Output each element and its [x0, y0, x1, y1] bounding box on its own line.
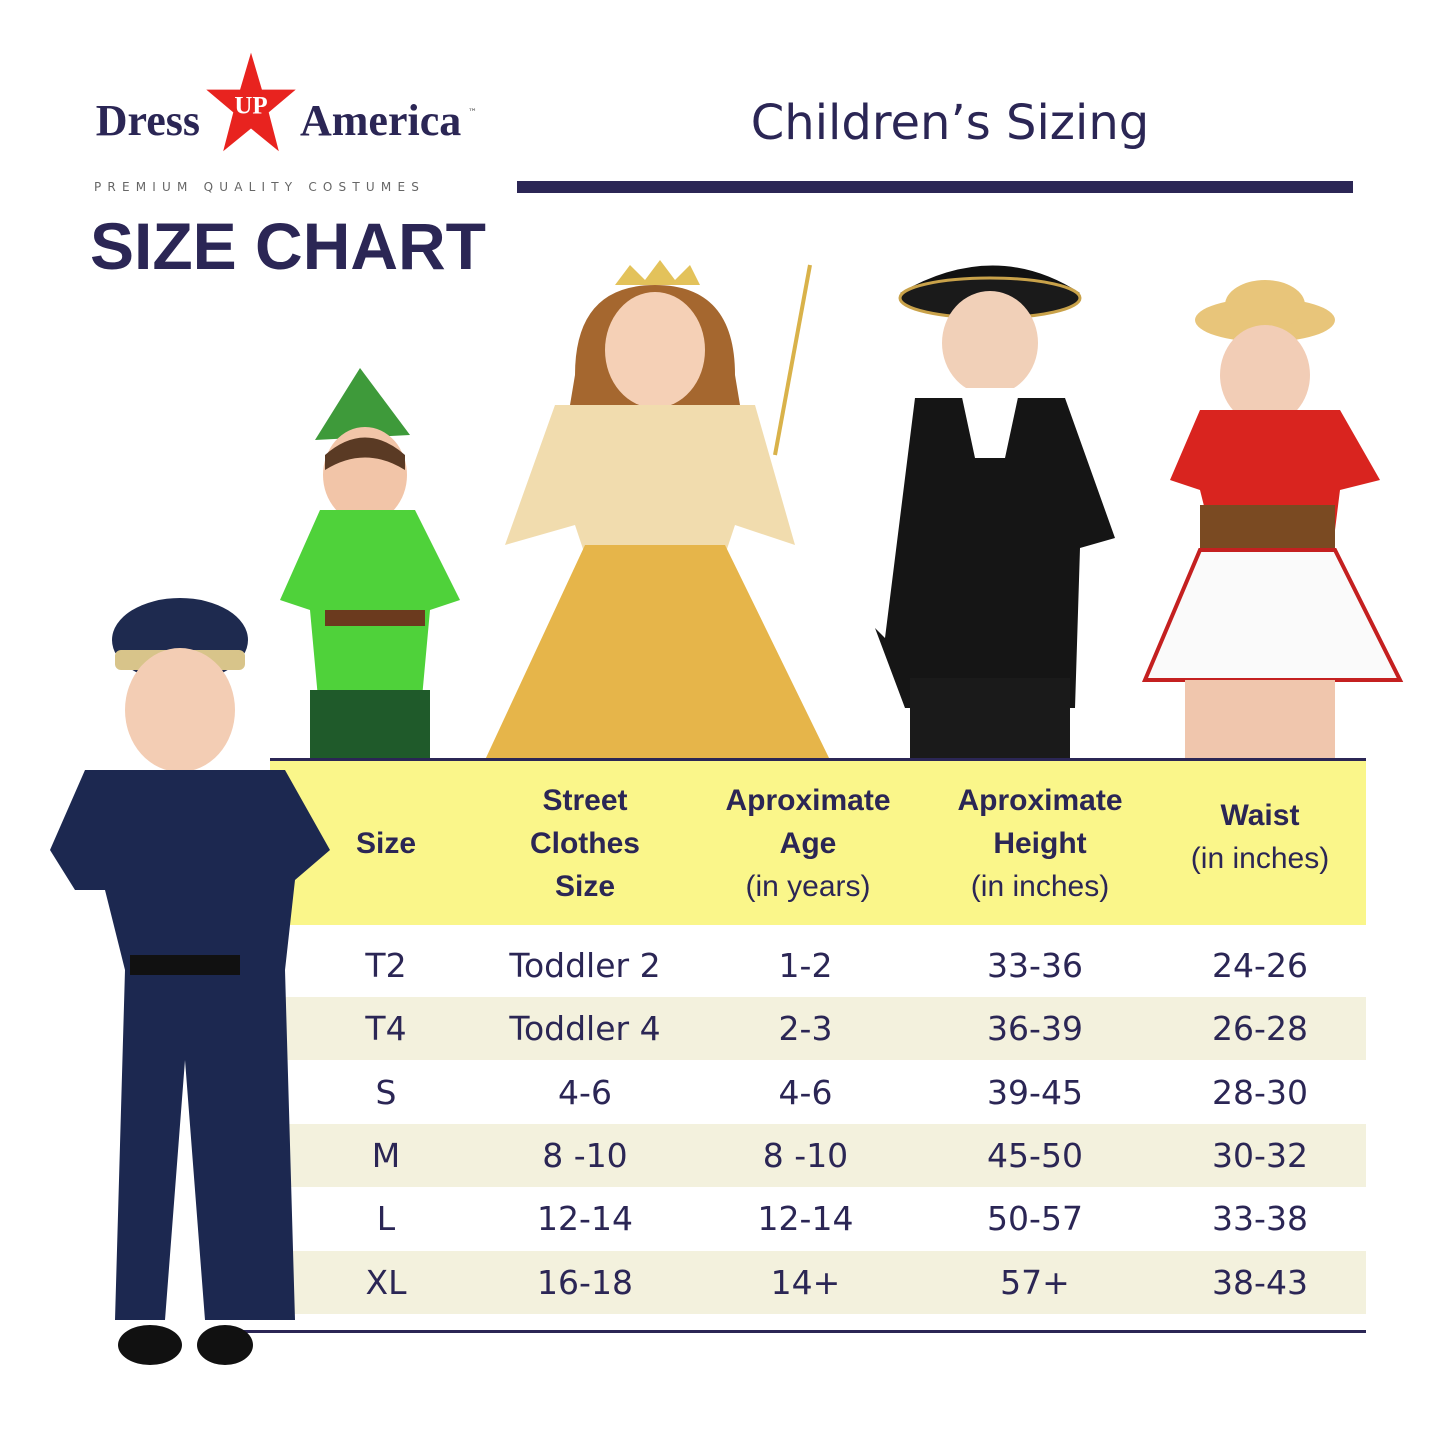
- tagline: PREMIUM QUALITY COSTUMES: [94, 180, 426, 194]
- cell-size: T4: [365, 1009, 407, 1049]
- table-row: T4 Toddler 4 2-3 36-39 26-28: [270, 997, 1366, 1061]
- header-line: Waist: [1220, 799, 1300, 832]
- cell-street-clothes-size: Toddler 4: [509, 1009, 661, 1049]
- cell-waist: 28-30: [1212, 1072, 1308, 1112]
- cell-street-clothes-size: Toddler 2: [509, 946, 661, 985]
- logo-text-dress: Dress: [95, 96, 200, 145]
- cell-age: 4-6: [778, 1072, 833, 1112]
- cell-height: 50-57: [987, 1199, 1083, 1239]
- cell-age: 8 -10: [762, 1135, 849, 1175]
- table-row: S 4-6 4-6 39-45 28-30: [270, 1061, 1366, 1124]
- header-age: Aproximate Age (in years): [698, 761, 918, 925]
- cell-height: 36-39: [987, 1009, 1083, 1049]
- cell-street-clothes-size: 12-14: [537, 1199, 633, 1239]
- table-row: M 8 -10 8 -10 45-50 30-32: [270, 1123, 1366, 1187]
- cowgirl-costume-photo: [1141, 280, 1404, 760]
- cell-street-clothes-size: 16-18: [537, 1262, 633, 1302]
- cell-size: S: [375, 1072, 397, 1112]
- header-line: Height: [993, 826, 1087, 860]
- header-unit: (in years): [745, 869, 871, 903]
- logo-star-text: UP: [234, 93, 267, 120]
- table-row: L 12-14 12-14 50-57 33-38: [270, 1187, 1366, 1250]
- cell-height: 57+: [1000, 1262, 1070, 1302]
- table-header: Size Street Clothes Size Aproximate Age …: [270, 758, 1366, 925]
- cell-height: 45-50: [987, 1135, 1083, 1175]
- cell-waist: 26-28: [1212, 1009, 1308, 1049]
- cell-waist: 33-38: [1212, 1199, 1308, 1239]
- police-costume-photo: [50, 598, 330, 1365]
- cell-size: T2: [365, 946, 407, 985]
- table-row: T2 Toddler 2 1-2 33-36 24-26: [270, 934, 1366, 997]
- cell-age: 2-3: [778, 1009, 833, 1049]
- page-heading: SIZE CHART: [90, 209, 486, 283]
- cell-size: XL: [365, 1262, 407, 1302]
- header-line: Age: [779, 826, 837, 860]
- cell-age: 12-14: [757, 1199, 854, 1239]
- cell-age: 1-2: [778, 946, 833, 985]
- header-street-clothes-size: Street Clothes Size: [485, 761, 685, 925]
- cell-height: 33-36: [987, 946, 1083, 985]
- peter-pan-costume-photo: [280, 368, 460, 760]
- cell-street-clothes-size: 8 -10: [542, 1135, 628, 1175]
- header-line: Size: [554, 869, 616, 903]
- header-height: Aproximate Height (in inches): [930, 761, 1150, 925]
- cell-size: M: [371, 1135, 401, 1175]
- header-size: Size: [336, 761, 436, 925]
- trademark: ™: [468, 108, 477, 118]
- header-line: Aproximate: [957, 783, 1123, 817]
- header-line: Clothes: [529, 826, 640, 860]
- header-line: Street: [542, 783, 628, 817]
- cell-size: L: [376, 1199, 396, 1239]
- title-divider: [517, 181, 1353, 193]
- cell-waist: 30-32: [1212, 1135, 1308, 1175]
- princess-costume-photo: [485, 260, 830, 760]
- header-unit: (in inches): [1190, 842, 1330, 875]
- cell-street-clothes-size: 4-6: [558, 1072, 612, 1112]
- cell-age: 14+: [770, 1262, 841, 1302]
- table-row: XL 16-18 14+ 57+ 38-43: [270, 1250, 1366, 1314]
- cell-waist: 24-26: [1212, 946, 1308, 985]
- cell-waist: 38-43: [1212, 1262, 1308, 1302]
- header-line: Aproximate: [725, 783, 891, 817]
- logo-text-america: America: [300, 96, 462, 145]
- star-logo-icon: UP: [202, 46, 300, 157]
- colonial-costume-photo: [875, 265, 1115, 760]
- header-unit: (in inches): [970, 869, 1110, 903]
- page-title: Children’s Sizing: [750, 95, 1150, 151]
- cell-height: 39-45: [987, 1072, 1083, 1112]
- header-size-label: Size: [355, 826, 417, 860]
- header-waist: Waist (in inches): [1160, 761, 1360, 925]
- table-bottom-border: [240, 1330, 1366, 1333]
